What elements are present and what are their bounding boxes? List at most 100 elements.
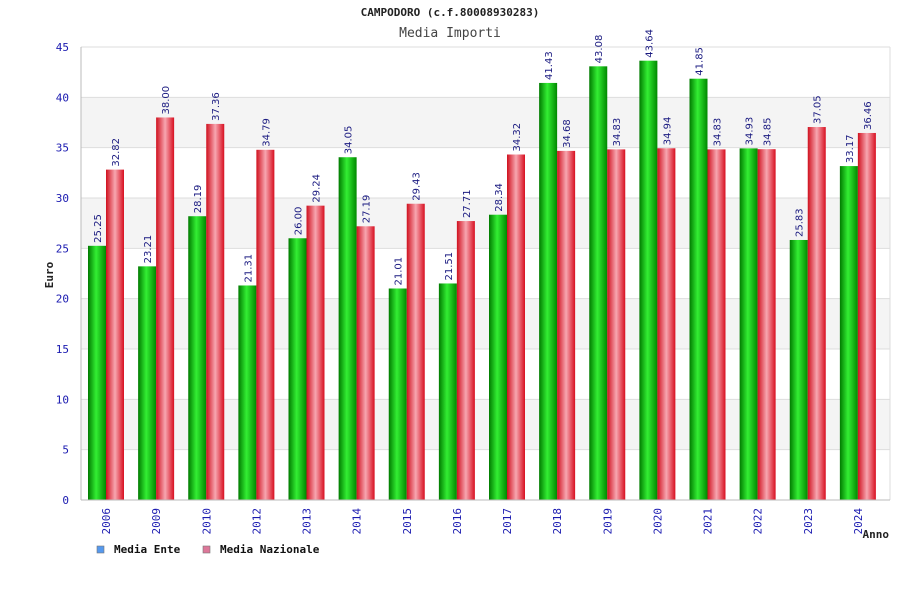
x-tick-label: 2024: [852, 508, 865, 535]
x-tick-label: 2012: [250, 508, 263, 535]
value-label: 21.01: [394, 257, 405, 286]
bar-media-ente-2021: [689, 78, 708, 501]
value-label: 41.85: [695, 47, 706, 76]
bar-media-nazionale-2013: [306, 205, 325, 500]
value-label: 25.25: [93, 214, 104, 243]
bar-media-nazionale-2009: [156, 117, 175, 500]
value-label: 41.43: [544, 51, 555, 80]
value-label: 23.21: [143, 235, 154, 264]
value-label: 33.17: [845, 134, 856, 163]
legend: Media Ente Media Nazionale: [96, 543, 320, 556]
value-label: 34.93: [745, 117, 756, 146]
y-tick-label: 20: [56, 293, 69, 306]
bar-media-nazionale-2023: [807, 127, 826, 500]
value-label: 34.83: [713, 118, 724, 147]
y-axis-ticks: 0 5 10 15 20 25 30 35 40 45: [56, 41, 69, 507]
x-tick-label: 2009: [150, 508, 163, 535]
bar-media-ente-2006: [88, 245, 106, 500]
x-axis-ticks: 2006 2009 2010 2012 2013 2014 2015 2016 2017 2018…: [100, 508, 865, 535]
value-labels: 25.25 32.82 23.21 38.00 28.19 37.36 21.31 34.79…: [93, 29, 874, 285]
x-tick-label: 2013: [301, 508, 314, 535]
y-tick-label: 30: [56, 192, 69, 205]
value-label: 21.51: [444, 252, 455, 281]
y-tick-label: 40: [56, 91, 69, 104]
value-label: 34.94: [662, 117, 673, 146]
y-tick-label: 10: [56, 393, 69, 406]
y-axis-label: Euro: [43, 261, 56, 288]
value-label: 29.24: [312, 174, 323, 203]
x-axis-label: Anno: [863, 528, 890, 541]
x-tick-label: 2014: [351, 508, 364, 535]
value-label: 36.46: [863, 101, 874, 130]
bar-media-nazionale-2020: [657, 148, 676, 500]
x-tick-label: 2019: [601, 508, 614, 535]
value-label: 43.08: [594, 35, 605, 64]
x-tick-label: 2021: [702, 508, 715, 535]
legend-label: Media Nazionale: [220, 543, 320, 556]
plot-band: [81, 47, 890, 98]
x-tick-label: 2016: [451, 508, 464, 535]
bar-media-ente-2017: [489, 214, 507, 500]
value-label: 32.82: [111, 138, 122, 167]
bar-media-ente-2022: [739, 148, 758, 500]
bar-media-nazionale-2016: [456, 221, 475, 500]
value-label: 34.32: [512, 123, 523, 152]
bar-media-nazionale-2014: [356, 226, 375, 500]
value-label: 34.85: [763, 118, 774, 147]
y-tick-label: 5: [62, 444, 69, 457]
bar-media-ente-2012: [238, 285, 257, 500]
x-tick-label: 2010: [200, 508, 213, 535]
bar-media-nazionale-2024: [857, 132, 876, 500]
bar-media-ente-2014: [338, 157, 357, 501]
value-label: 37.36: [211, 92, 222, 121]
x-tick-label: 2006: [100, 508, 113, 535]
value-label: 28.19: [193, 185, 204, 214]
bar-media-ente-2009: [138, 266, 157, 500]
value-label: 43.64: [644, 29, 655, 58]
bar-media-nazionale-2019: [607, 149, 626, 501]
x-tick-label: 2022: [752, 508, 765, 535]
value-label: 27.19: [362, 195, 373, 224]
x-tick-label: 2018: [551, 508, 564, 535]
bar-media-nazionale-2022: [757, 149, 776, 500]
value-label: 34.68: [562, 119, 573, 148]
value-label: 34.05: [344, 126, 355, 155]
legend-swatch: [96, 545, 105, 554]
bar-media-ente-2019: [589, 66, 608, 500]
value-label: 21.31: [243, 254, 254, 283]
value-label: 34.83: [612, 118, 623, 147]
y-tick-label: 45: [56, 41, 69, 54]
bars: [88, 60, 876, 501]
value-label: 34.79: [261, 118, 272, 147]
bar-media-ente-2018: [539, 82, 558, 501]
bar-media-nazionale-2012: [256, 149, 275, 500]
bar-media-nazionale-2021: [707, 149, 726, 501]
bar-media-ente-2024: [839, 166, 858, 500]
y-tick-label: 35: [56, 142, 69, 155]
y-tick-label: 25: [56, 242, 69, 255]
x-tick-label: 2015: [401, 508, 414, 535]
bar-media-ente-2023: [789, 239, 808, 500]
chart-title: CAMPODORO (c.f.80008930283): [361, 6, 540, 19]
bar-media-nazionale-2017: [507, 154, 525, 500]
legend-label: Media Ente: [114, 543, 181, 556]
bar-media-ente-2020: [639, 60, 658, 500]
chart-subtitle: Media Importi: [399, 26, 501, 41]
legend-swatch: [202, 545, 211, 554]
y-tick-label: 0: [62, 494, 69, 507]
bar-media-ente-2016: [438, 283, 457, 500]
value-label: 29.43: [412, 172, 423, 201]
bar-media-nazionale-2018: [557, 150, 576, 500]
bar-media-ente-2013: [288, 238, 307, 500]
bar-media-nazionale-2010: [206, 123, 225, 500]
value-label: 26.00: [294, 207, 305, 236]
value-label: 38.00: [161, 86, 172, 115]
bar-media-ente-2010: [188, 216, 207, 500]
value-label: 37.05: [813, 95, 824, 124]
bar-media-ente-2015: [388, 288, 407, 500]
value-label: 25.83: [795, 208, 806, 237]
y-tick-label: 15: [56, 343, 69, 356]
bar-media-nazionale-2006: [106, 169, 124, 500]
value-label: 27.71: [462, 189, 473, 218]
